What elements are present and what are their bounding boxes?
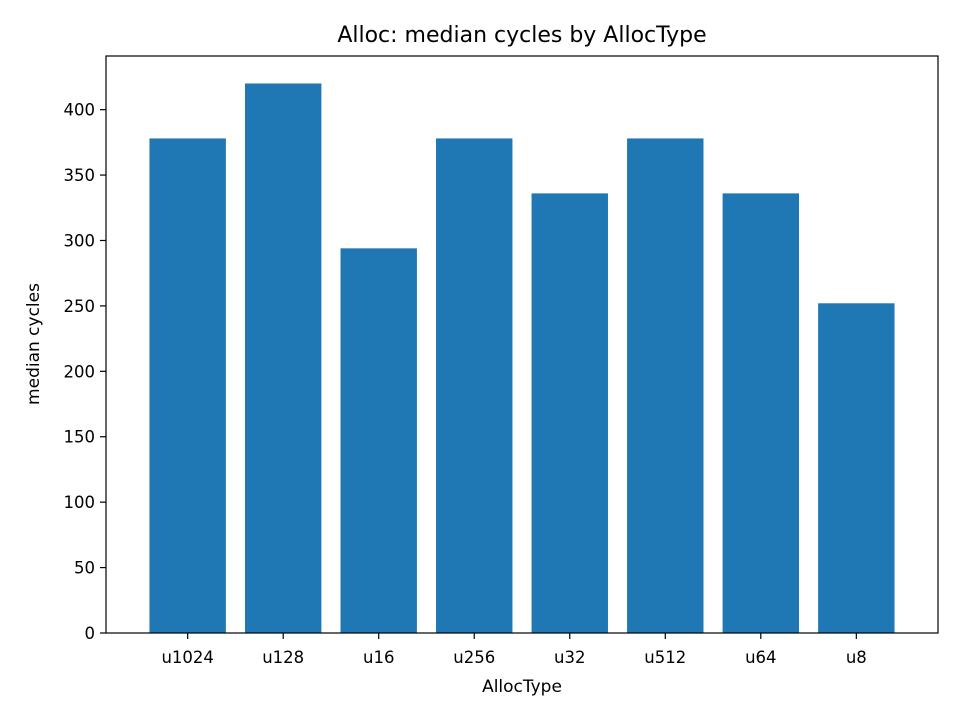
x-tick-label: u128 bbox=[262, 648, 304, 667]
x-tick-label: u16 bbox=[363, 648, 394, 667]
x-tick-label: u64 bbox=[745, 648, 776, 667]
x-axis-ticks: u1024 u128 u16 u256 u32 u512 u64 u8 bbox=[161, 633, 867, 667]
y-tick-label: 150 bbox=[64, 428, 96, 447]
y-tick-label: 250 bbox=[64, 297, 96, 316]
x-axis-label: AllocType bbox=[482, 677, 562, 697]
bar-u1024 bbox=[149, 138, 226, 633]
bars-group bbox=[149, 83, 895, 634]
x-tick-label: u1024 bbox=[161, 648, 213, 667]
bar-u64 bbox=[722, 193, 800, 633]
bar-u32 bbox=[531, 193, 608, 633]
y-tick-label: 50 bbox=[74, 559, 95, 578]
plot-frame bbox=[105, 55, 939, 634]
y-tick-label: 400 bbox=[64, 101, 96, 120]
y-tick-label: 100 bbox=[64, 493, 96, 512]
x-tick-label: u32 bbox=[554, 648, 585, 667]
bar-u128 bbox=[244, 83, 322, 633]
y-tick-label: 200 bbox=[64, 362, 96, 381]
bar-u16 bbox=[340, 248, 417, 634]
x-tick-label: u512 bbox=[644, 648, 686, 667]
y-tick-label: 300 bbox=[64, 231, 96, 250]
bar-u256 bbox=[436, 138, 513, 633]
bar-u8 bbox=[818, 303, 895, 633]
y-tick-label: 350 bbox=[64, 166, 96, 185]
x-tick-label: u256 bbox=[453, 648, 495, 667]
chart-title: Alloc: median cycles by AllocType bbox=[337, 23, 706, 48]
y-axis-label: median cycles bbox=[24, 283, 44, 405]
x-tick-label: u8 bbox=[846, 648, 867, 667]
y-tick-label: 0 bbox=[85, 624, 96, 643]
bar-u512 bbox=[627, 138, 704, 633]
y-axis-ticks: 0 50 100 150 200 250 300 350 400 bbox=[64, 101, 106, 643]
